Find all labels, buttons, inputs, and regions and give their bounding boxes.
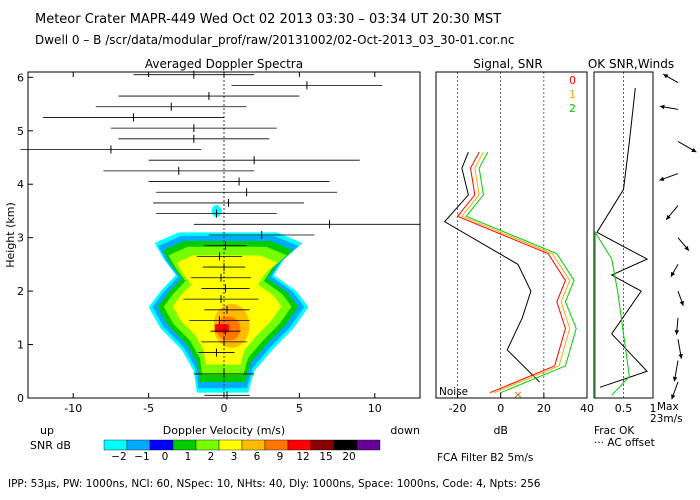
winds-legend-note: ··· AC offset xyxy=(594,437,655,449)
signal-series-2 xyxy=(465,151,577,394)
colorbar-tick-label: 12 xyxy=(296,451,309,463)
colorbar-swatch xyxy=(241,439,266,451)
spectra-y-tick-label: 2 xyxy=(17,285,24,298)
colorbar-swatch xyxy=(356,439,381,451)
colorbar-tick-label: 3 xyxy=(231,451,238,463)
colorbar-swatch xyxy=(149,439,174,451)
winds-x-axis-label: Frac OK xyxy=(594,425,635,437)
winds-max-label: Max xyxy=(657,401,679,413)
wind-arrow-head xyxy=(659,104,665,110)
colorbar-swatch xyxy=(264,439,289,451)
colorbar-swatch xyxy=(103,439,128,451)
signal-x-tick-label: 0 xyxy=(497,402,504,415)
header-dwell: Dwell 0 – B /scr/data/modular_prof/raw/2… xyxy=(35,33,515,47)
wind-arrow-head xyxy=(670,271,676,277)
spectra-x-tick-label: 10 xyxy=(368,402,382,415)
spectra-y-tick-label: 6 xyxy=(17,71,24,84)
colorbar-swatch xyxy=(126,439,151,451)
spectra-title: Averaged Doppler Spectra xyxy=(145,57,303,71)
winds-x-tick-label: 0.5 xyxy=(615,402,633,415)
colorbar-swatch xyxy=(287,439,312,451)
signal-x-tick-label: 20 xyxy=(537,402,551,415)
wind-arrow-head xyxy=(678,353,683,359)
wind-arrow-head xyxy=(666,214,671,220)
colorbar-swatch xyxy=(172,439,197,451)
winds-series-snr_ok xyxy=(594,230,630,398)
spectra-y-tick-label: 1 xyxy=(17,339,24,352)
colorbar-tick-label: −1 xyxy=(134,451,149,463)
colorbar-tick-label: 0 xyxy=(162,451,169,463)
noise-label: Noise xyxy=(439,386,468,398)
spectra-x-tick-label: -10 xyxy=(64,402,82,415)
signal-x-tick-label: -20 xyxy=(449,402,467,415)
colorbar-tick-label: 9 xyxy=(277,451,284,463)
colorbar-swatch xyxy=(333,439,358,451)
spectra-y-axis-label: Height (km) xyxy=(4,202,17,268)
header-title: Meteor Crater MAPR-449 Wed Oct 02 2013 0… xyxy=(35,12,502,27)
spectra-y-tick-label: 4 xyxy=(17,178,24,191)
signal-axes-box xyxy=(435,71,588,399)
signal-legend-entry: 2 xyxy=(569,102,576,115)
noise-marker: × xyxy=(513,388,522,401)
wind-arrow-head xyxy=(691,147,697,153)
wind-arrow-head xyxy=(663,74,669,79)
spectra-y-tick-label: 0 xyxy=(17,392,24,405)
snr-contour-red xyxy=(214,324,229,333)
colorbar-tick-label: 6 xyxy=(254,451,261,463)
signal-series-0 xyxy=(456,151,566,394)
colorbar-tick-label: 2 xyxy=(208,451,215,463)
winds-x-tick-label: 1 xyxy=(650,402,657,415)
spectra-x-tick-label: -5 xyxy=(143,402,154,415)
label-down: down xyxy=(390,424,420,437)
signal-title: Signal, SNR xyxy=(473,57,542,71)
spectra-x-axis-label: Doppler Velocity (m/s) xyxy=(163,424,285,437)
spectra-y-tick-label: 5 xyxy=(17,125,24,138)
winds-max-value: 23m/s xyxy=(650,413,683,425)
colorbar-tick-label: 1 xyxy=(185,451,192,463)
colorbar-swatch xyxy=(218,439,243,451)
colorbar-tick-label: −2 xyxy=(111,451,126,463)
winds-series-frac_ok xyxy=(596,87,649,388)
wind-arrow-head xyxy=(674,330,680,335)
wind-arrow-head xyxy=(671,394,676,400)
colorbar-swatch xyxy=(310,439,335,451)
footer-params: IPP: 53μs, PW: 1000ns, NCI: 60, NSpec: 1… xyxy=(8,478,541,490)
signal-series-1 xyxy=(461,151,571,394)
colorbar-label: SNR dB xyxy=(30,439,71,452)
signal-legend-entry: 1 xyxy=(569,88,576,101)
spectra-x-tick-label: 0 xyxy=(221,402,228,415)
wind-arrow-head xyxy=(684,245,689,251)
spectra-y-tick-label: 3 xyxy=(17,232,24,245)
colorbar-tick-label: 15 xyxy=(319,451,332,463)
signal-series-signal xyxy=(443,151,540,383)
signal-x-tick-label: 40 xyxy=(580,402,594,415)
wind-arrow-head xyxy=(659,176,665,181)
signal-legend-entry: 0 xyxy=(569,74,576,87)
colorbar-tick-label: 20 xyxy=(342,451,355,463)
filter-label: FCA Filter B2 5m/s xyxy=(437,452,534,464)
signal-x-axis-label: dB xyxy=(493,424,508,437)
wind-arrow-head xyxy=(672,376,678,382)
winds-title: OK SNR,Winds xyxy=(588,57,674,71)
colorbar-swatch xyxy=(195,439,220,451)
spectra-x-tick-label: 5 xyxy=(296,402,303,415)
wind-arrow-head xyxy=(679,300,684,306)
label-up: up xyxy=(40,424,54,437)
